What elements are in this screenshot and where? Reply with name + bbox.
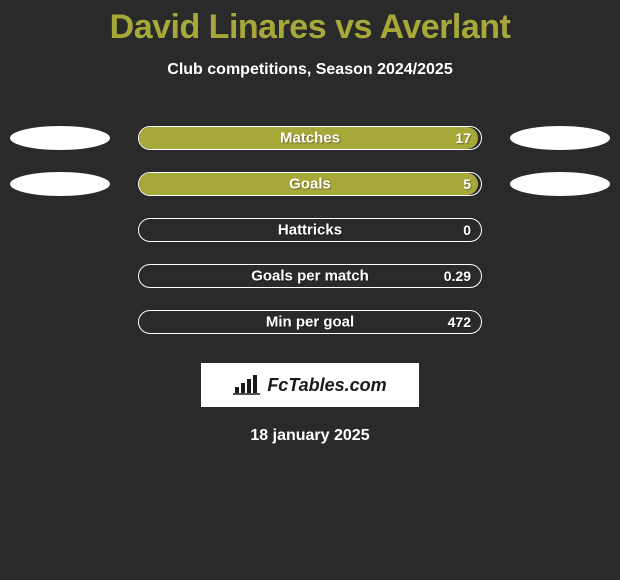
stat-value: 0.29 — [444, 268, 471, 284]
stat-label: Goals per match — [139, 268, 481, 285]
stat-row: Min per goal472 — [0, 299, 620, 345]
stat-row: Matches17 — [0, 115, 620, 161]
stat-label: Min per goal — [139, 314, 481, 331]
stat-label: Hattricks — [139, 222, 481, 239]
comparison-card: David Linares vs Averlant Club competiti… — [0, 0, 620, 445]
player-left-marker — [10, 126, 110, 150]
player-right-marker — [510, 172, 610, 196]
stat-row: Hattricks0 — [0, 207, 620, 253]
stat-row: Goals per match0.29 — [0, 253, 620, 299]
bar-chart-icon — [233, 375, 261, 395]
subtitle: Club competitions, Season 2024/2025 — [0, 61, 620, 79]
stat-value: 0 — [463, 222, 471, 238]
stat-bar: Min per goal472 — [138, 310, 482, 334]
date-label: 18 january 2025 — [0, 427, 620, 445]
stat-value: 472 — [448, 314, 471, 330]
stat-bar-fill — [139, 127, 478, 149]
page-title: David Linares vs Averlant — [0, 8, 620, 47]
stat-row: Goals5 — [0, 161, 620, 207]
stat-bar: Goals per match0.29 — [138, 264, 482, 288]
stat-bar: Matches17 — [138, 126, 482, 150]
stat-bar-fill — [139, 173, 478, 195]
player-left-marker — [10, 172, 110, 196]
stat-bar: Hattricks0 — [138, 218, 482, 242]
stats-list: Matches17 Goals5 Hattricks0 Goals per match… — [0, 115, 620, 345]
stat-bar: Goals5 — [138, 172, 482, 196]
brand-logo[interactable]: FcTables.com — [201, 363, 419, 407]
player-right-marker — [510, 126, 610, 150]
brand-name: FcTables.com — [267, 375, 386, 396]
